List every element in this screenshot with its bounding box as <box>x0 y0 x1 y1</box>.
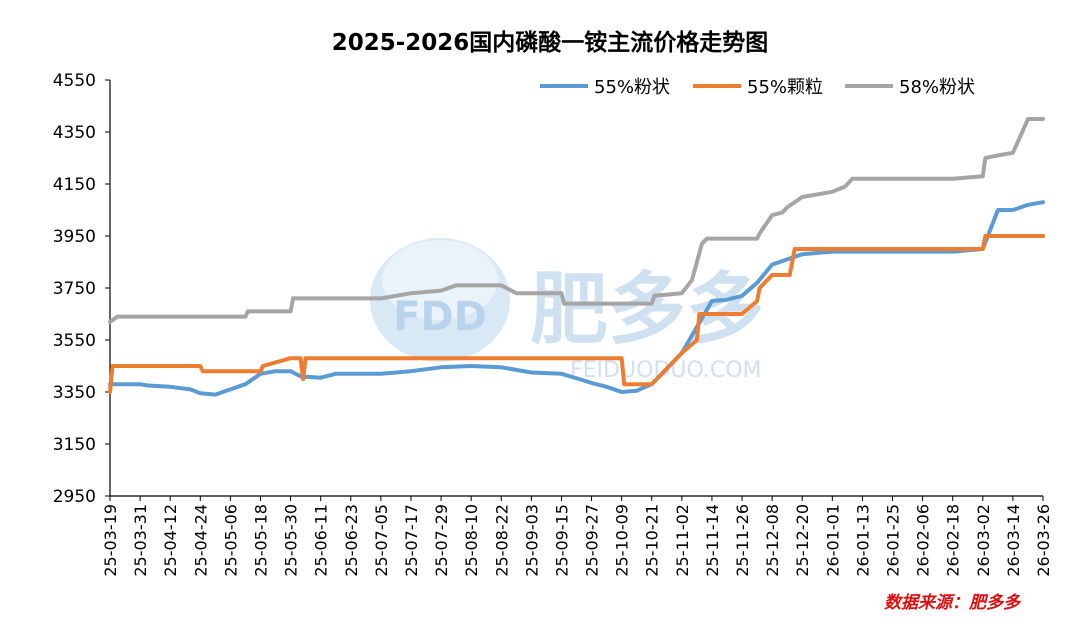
x-tick-label: 25-11-02 <box>673 504 692 577</box>
x-tick-label: 25-03-31 <box>131 504 150 577</box>
y-tick-label: 4150 <box>53 175 96 195</box>
y-axis-labels: 2950 3150 3350 3550 3750 3950 4150 4350 4550 <box>53 71 96 507</box>
x-tick-label: 25-11-26 <box>733 504 752 577</box>
axes <box>105 79 1044 501</box>
series-line-55%颗粒 <box>108 234 1045 394</box>
y-tick-label: 4550 <box>53 71 96 91</box>
y-tick-label: 4350 <box>53 123 96 143</box>
x-tick-label: 25-07-17 <box>402 504 421 577</box>
legend-label: 55%粉状 <box>594 77 670 98</box>
x-tick-label: 25-05-06 <box>221 504 240 577</box>
x-tick-label: 25-07-05 <box>372 504 391 577</box>
x-tick-label: 26-03-14 <box>1004 504 1023 577</box>
x-axis-labels: 25-03-19 25-03-31 25-04-12 25-04-24 25-05-06… <box>101 504 1053 577</box>
x-tick-label: 25-06-11 <box>312 504 331 577</box>
watermark-brand: FDD <box>393 294 487 340</box>
legend-label: 58%粉状 <box>899 77 975 98</box>
x-tick-label: 25-11-14 <box>703 504 722 577</box>
x-tick-label: 25-12-08 <box>763 504 782 577</box>
y-tick-label: 3550 <box>53 331 96 351</box>
y-tick-label: 2950 <box>53 487 96 507</box>
x-tick-label: 25-06-23 <box>342 504 361 577</box>
x-tick-label: 25-04-24 <box>191 504 210 577</box>
watermark-leaf-icon <box>382 240 498 320</box>
x-tick-label: 26-01-25 <box>884 504 903 577</box>
x-tick-label: 25-10-21 <box>643 504 662 577</box>
x-tick-label: 25-12-20 <box>793 504 812 577</box>
legend-label: 55%颗粒 <box>747 77 823 98</box>
y-tick-label: 3350 <box>53 383 96 403</box>
x-tick-label: 25-10-09 <box>613 504 632 577</box>
legend: 55%粉状 55%颗粒 58%粉状 <box>540 77 975 98</box>
x-tick-label: 25-07-29 <box>432 504 451 577</box>
series-layer <box>108 117 1045 397</box>
y-tick-label: 3950 <box>53 227 96 247</box>
x-tick-label: 25-03-19 <box>101 504 120 577</box>
x-tick-label: 26-01-01 <box>823 504 842 577</box>
watermark-name: 肥多多 <box>530 265 764 355</box>
y-tick-label: 3150 <box>53 435 96 455</box>
x-tick-label: 25-05-30 <box>282 504 301 577</box>
series-line-58%粉状 <box>108 117 1045 324</box>
x-tick-label: 25-09-15 <box>552 504 571 577</box>
x-tick-label: 26-03-26 <box>1034 504 1053 577</box>
source-note: 数据来源：肥多多 <box>884 593 1022 613</box>
x-tick-label: 26-02-18 <box>944 504 963 577</box>
chart-title: 2025-2026国内磷酸一铵主流价格走势图 <box>332 29 769 56</box>
y-tick-label: 3750 <box>53 279 96 299</box>
x-tick-label: 25-08-10 <box>462 504 481 577</box>
watermark-logo: FDD 肥多多 FEIDUODUO.COM <box>370 238 764 383</box>
x-tick-label: 25-09-03 <box>522 504 541 577</box>
x-tick-label: 25-09-27 <box>583 504 602 577</box>
x-tick-label: 26-02-06 <box>914 504 933 577</box>
x-tick-label: 26-03-02 <box>974 504 993 577</box>
x-tick-label: 26-01-13 <box>853 504 872 577</box>
x-tick-label: 25-08-22 <box>492 504 511 577</box>
series-line-55%粉状 <box>108 200 1045 397</box>
x-tick-label: 25-05-18 <box>251 504 270 577</box>
x-tick-label: 25-04-12 <box>161 504 180 577</box>
